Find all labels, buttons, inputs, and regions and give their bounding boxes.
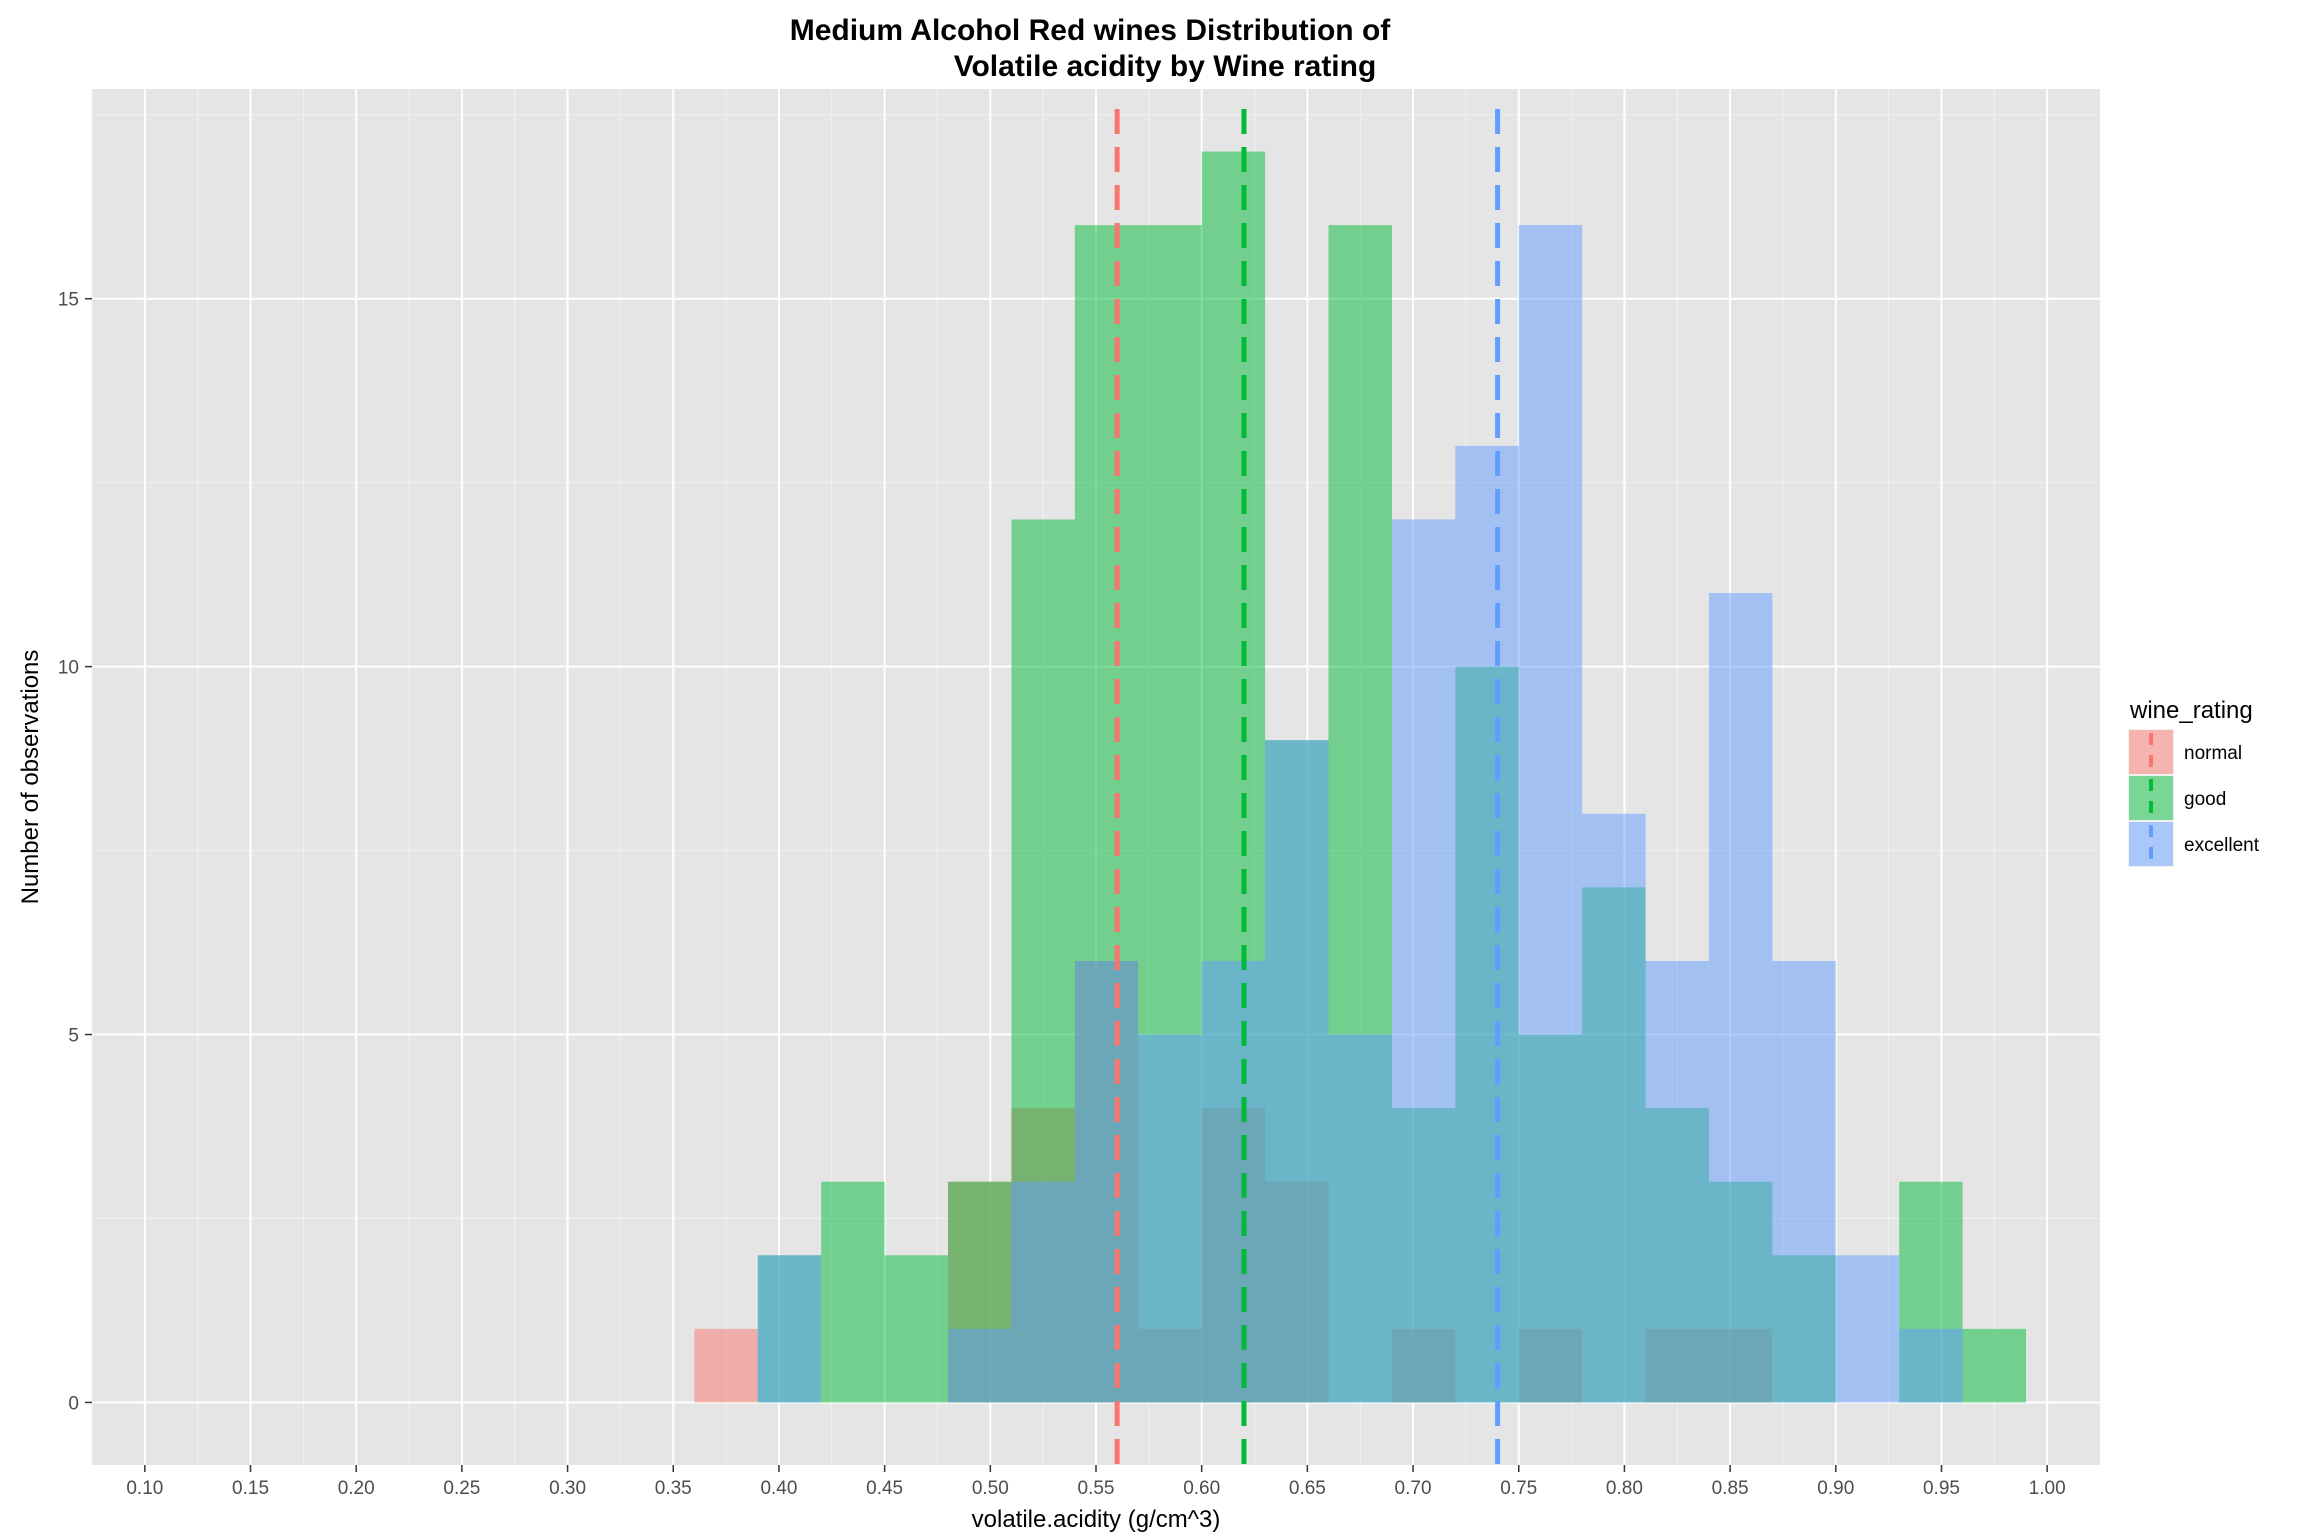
bar-excellent [1201,960,1266,1403]
y-tick-label: 10 [58,658,79,679]
bar-excellent [1138,1034,1202,1403]
x-tick-label: 0.85 [1712,1478,1749,1499]
x-tick-label: 0.65 [1289,1478,1326,1499]
series-excellent [757,225,1963,1403]
x-tick-label: 0.10 [126,1478,163,1499]
chart-title-line1: Medium Alcohol Red wines Distribution of [790,14,1392,47]
x-tick-label: 0.80 [1606,1478,1643,1499]
bar-excellent [1011,1181,1075,1403]
y-tick-label: 5 [68,1026,79,1047]
bar-excellent [1899,1328,1963,1403]
bar-excellent [1391,519,1456,1403]
x-tick-label: 0.25 [443,1478,480,1499]
bar-good [821,1181,885,1403]
x-tick-label: 0.70 [1395,1478,1432,1499]
x-tick-label: 0.75 [1500,1478,1537,1499]
bar-excellent [1328,1034,1392,1403]
x-tick-label: 0.15 [232,1478,269,1499]
x-tick-label: 0.45 [866,1478,903,1499]
legend-label-normal: normal [2184,743,2242,764]
x-tick-label: 0.55 [1078,1478,1115,1499]
bar-excellent [1518,225,1583,1403]
chart-title-line2: Volatile acidity by Wine rating [954,50,1377,83]
x-tick-label: 0.90 [1817,1478,1854,1499]
bar-excellent [1772,960,1836,1403]
y-tick-label: 0 [68,1393,79,1414]
y-axis-title: Number of observations [17,650,44,905]
x-tick-label: 0.20 [338,1478,375,1499]
y-tick-label: 15 [58,290,79,311]
bar-excellent [1708,593,1773,1403]
x-axis: 0.10 0.15 0.20 0.25 0.30 0.35 0.40 0.45 0.50 0.55… [126,1465,2066,1499]
legend: wine_rating normal good excellent [2128,697,2260,867]
x-axis-title: volatile.acidity (g/cm^3) [972,1506,1221,1533]
legend-items: normal good excellent [2128,729,2260,867]
bar-excellent [1835,1255,1900,1403]
bar-excellent [1265,740,1329,1403]
legend-title: wine_rating [2129,697,2253,724]
x-tick-label: 0.60 [1183,1478,1220,1499]
bar-normal [694,1328,758,1403]
bar-excellent [757,1255,822,1403]
bar-excellent [1455,445,1519,1403]
legend-label-excellent: excellent [2184,835,2260,856]
x-tick-label: 0.30 [549,1478,586,1499]
x-tick-label: 0.95 [1923,1478,1960,1499]
histogram-bars [694,151,2027,1403]
bar-excellent [948,1328,1012,1403]
bar-excellent [1074,960,1139,1403]
x-tick-label: 1.00 [2029,1478,2066,1499]
bar-good [1962,1328,2027,1403]
legend-label-good: good [2184,789,2226,810]
x-tick-label: 0.35 [655,1478,692,1499]
bar-good [884,1255,949,1403]
x-tick-label: 0.40 [760,1478,797,1499]
x-tick-label: 0.50 [972,1478,1009,1499]
y-axis: 0 5 10 15 [58,290,92,1414]
bar-excellent [1582,813,1646,1403]
bar-excellent [1645,960,1709,1403]
